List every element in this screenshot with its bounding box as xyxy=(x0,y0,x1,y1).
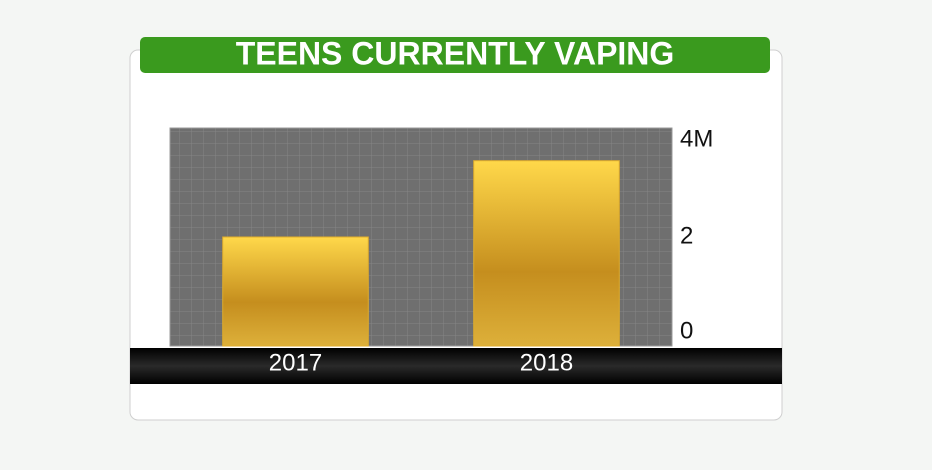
y-tick-label: 4M xyxy=(680,125,713,152)
category-band xyxy=(130,348,782,384)
y-tick-label: 2 xyxy=(680,222,693,249)
x-tick-label: 2017 xyxy=(269,349,322,376)
bar xyxy=(473,160,620,347)
y-tick-label: 0 xyxy=(680,317,693,344)
chart-title: TEENS CURRENTLY VAPING xyxy=(236,35,675,71)
title-bar xyxy=(140,37,770,73)
bar xyxy=(222,236,369,347)
x-tick-label: 2018 xyxy=(520,349,573,376)
